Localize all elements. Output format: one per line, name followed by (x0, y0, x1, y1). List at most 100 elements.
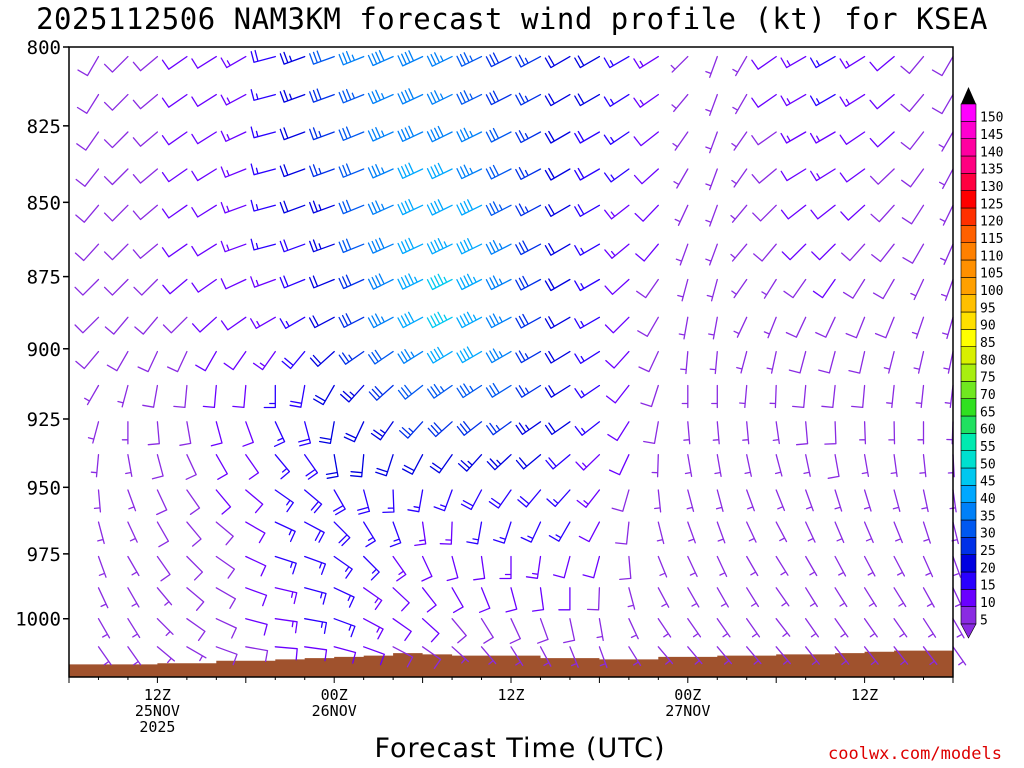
wind-barb (574, 243, 601, 256)
wind-barb (809, 131, 836, 144)
wind-barb (744, 454, 752, 477)
colorbar-label: 5 (980, 613, 988, 628)
wind-barb (466, 521, 483, 545)
wind-barb (75, 350, 100, 370)
wind-barb (861, 454, 870, 478)
wind-barb (615, 521, 630, 545)
wind-barb (245, 618, 268, 636)
wind-barb (517, 489, 542, 508)
wind-barb (156, 521, 170, 548)
wind-barb (792, 384, 807, 409)
wind-barb (505, 587, 518, 613)
wind-barb (675, 243, 689, 266)
wind-barb (859, 421, 867, 445)
wind-barb (427, 421, 453, 438)
wind-barb (309, 200, 335, 214)
wind-barb (544, 350, 571, 364)
wind-barb (871, 243, 895, 263)
wind-barb (818, 350, 836, 374)
y-tick-label: 925 (27, 409, 61, 431)
wind-barb (544, 130, 571, 144)
wind-barb (220, 201, 247, 214)
wind-barb (515, 203, 542, 217)
wind-barb (250, 316, 276, 329)
wind-barb (733, 316, 748, 338)
credit-link[interactable]: coolwx.com/models (828, 744, 1002, 764)
wind-barb (363, 646, 385, 666)
wind-barb (892, 489, 901, 512)
wind-barb (93, 489, 102, 513)
wind-barb (893, 587, 907, 608)
wind-barb (943, 350, 954, 374)
wind-barb (680, 350, 689, 375)
wind-barb (783, 278, 807, 299)
wind-barb (426, 52, 453, 67)
wind-barb (537, 618, 549, 644)
wind-barb (485, 201, 512, 216)
wind-barb (827, 454, 840, 479)
wind-barb (746, 587, 760, 608)
wind-barb (104, 316, 129, 335)
wind-barb (161, 204, 188, 219)
wind-barb (515, 130, 542, 144)
colorbar-swatch (960, 467, 977, 486)
wind-barb (714, 454, 722, 478)
wind-barb (515, 313, 542, 329)
colorbar-top-arrow (961, 87, 976, 104)
wind-barb (309, 239, 335, 253)
wind-barb (834, 555, 847, 577)
colorbar-label: 140 (980, 145, 1003, 160)
wind-barb (824, 421, 837, 445)
wind-barb (705, 93, 718, 116)
wind-barb (893, 521, 903, 544)
wind-barb (736, 350, 748, 374)
wind-barb (309, 350, 335, 367)
wind-barb (397, 125, 424, 142)
colorbar-label: 95 (980, 301, 996, 316)
wind-barb (574, 130, 601, 144)
wind-barb (603, 131, 630, 145)
wind-barb (309, 127, 335, 141)
wind-barb (716, 646, 733, 665)
wind-barb (245, 587, 268, 607)
wind-barb (706, 278, 718, 302)
wind-barb (834, 618, 849, 638)
wind-barb (922, 587, 935, 608)
wind-barb (732, 55, 748, 77)
wind-barb (775, 521, 788, 543)
wind-barb (544, 243, 571, 256)
wind-barb (220, 55, 247, 69)
wind-barb (686, 489, 695, 512)
wind-barb (574, 204, 601, 217)
wind-barb (687, 555, 698, 578)
wind-barb (125, 454, 133, 478)
wind-barb (603, 93, 630, 107)
colorbar-label: 30 (980, 527, 996, 542)
wind-barb (709, 350, 718, 375)
colorbar-bottom-arrow (960, 623, 977, 639)
wind-barb (274, 555, 297, 575)
wind-barb (775, 646, 791, 665)
wind-barb (640, 384, 659, 408)
wind-barb (634, 204, 659, 222)
wind-barb (161, 168, 188, 183)
wind-barb (485, 90, 512, 106)
wind-barb (780, 131, 807, 144)
wind-barb (333, 587, 355, 608)
wind-barb (746, 555, 759, 577)
wind-barb (863, 521, 874, 544)
wind-barb (809, 93, 836, 107)
wind-barb (657, 587, 670, 608)
wind-barb (397, 88, 424, 105)
wind-barb (574, 384, 601, 399)
wind-barb (399, 421, 424, 439)
wind-barb (913, 350, 925, 374)
wind-barb (363, 587, 383, 611)
colorbar-swatch (960, 519, 977, 538)
wind-barb (84, 384, 100, 406)
wind-barb (338, 163, 365, 178)
wind-barb (117, 384, 129, 408)
wind-barb (132, 93, 159, 110)
wind-barb (803, 454, 811, 477)
wind-barb (318, 421, 335, 445)
